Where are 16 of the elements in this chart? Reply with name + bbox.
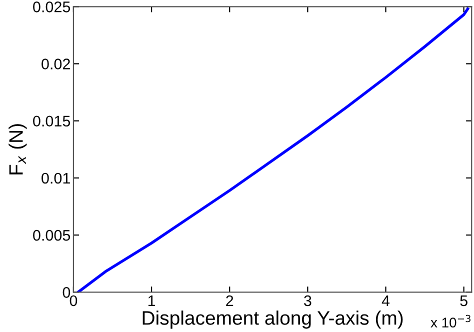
x-axis-title: Displacement along Y-axis (m) <box>142 310 403 329</box>
x-tick-label: 4 <box>382 296 390 306</box>
x-tick-label: 3 <box>304 295 312 306</box>
text: x 10$^{−3}$ <box>430 314 470 328</box>
x-tick-label: 1 <box>148 296 156 306</box>
x-tick-label: 0 <box>70 295 78 306</box>
y-axis-title: F$_{x}$ (N) <box>8 124 27 174</box>
y-tick-label: 0.02 <box>42 58 70 70</box>
y-tick-label: 0.015 <box>33 116 70 127</box>
y-tick-label: 0.025 <box>33 2 70 12</box>
y-tick-label: 0.005 <box>33 230 70 241</box>
x-tick-label: 5 <box>460 296 468 306</box>
x-tick-label: 2 <box>226 295 234 306</box>
y-tick-label: 0 <box>62 287 70 298</box>
line-series <box>76 8 470 292</box>
y-tick-label: 0.01 <box>42 172 70 184</box>
